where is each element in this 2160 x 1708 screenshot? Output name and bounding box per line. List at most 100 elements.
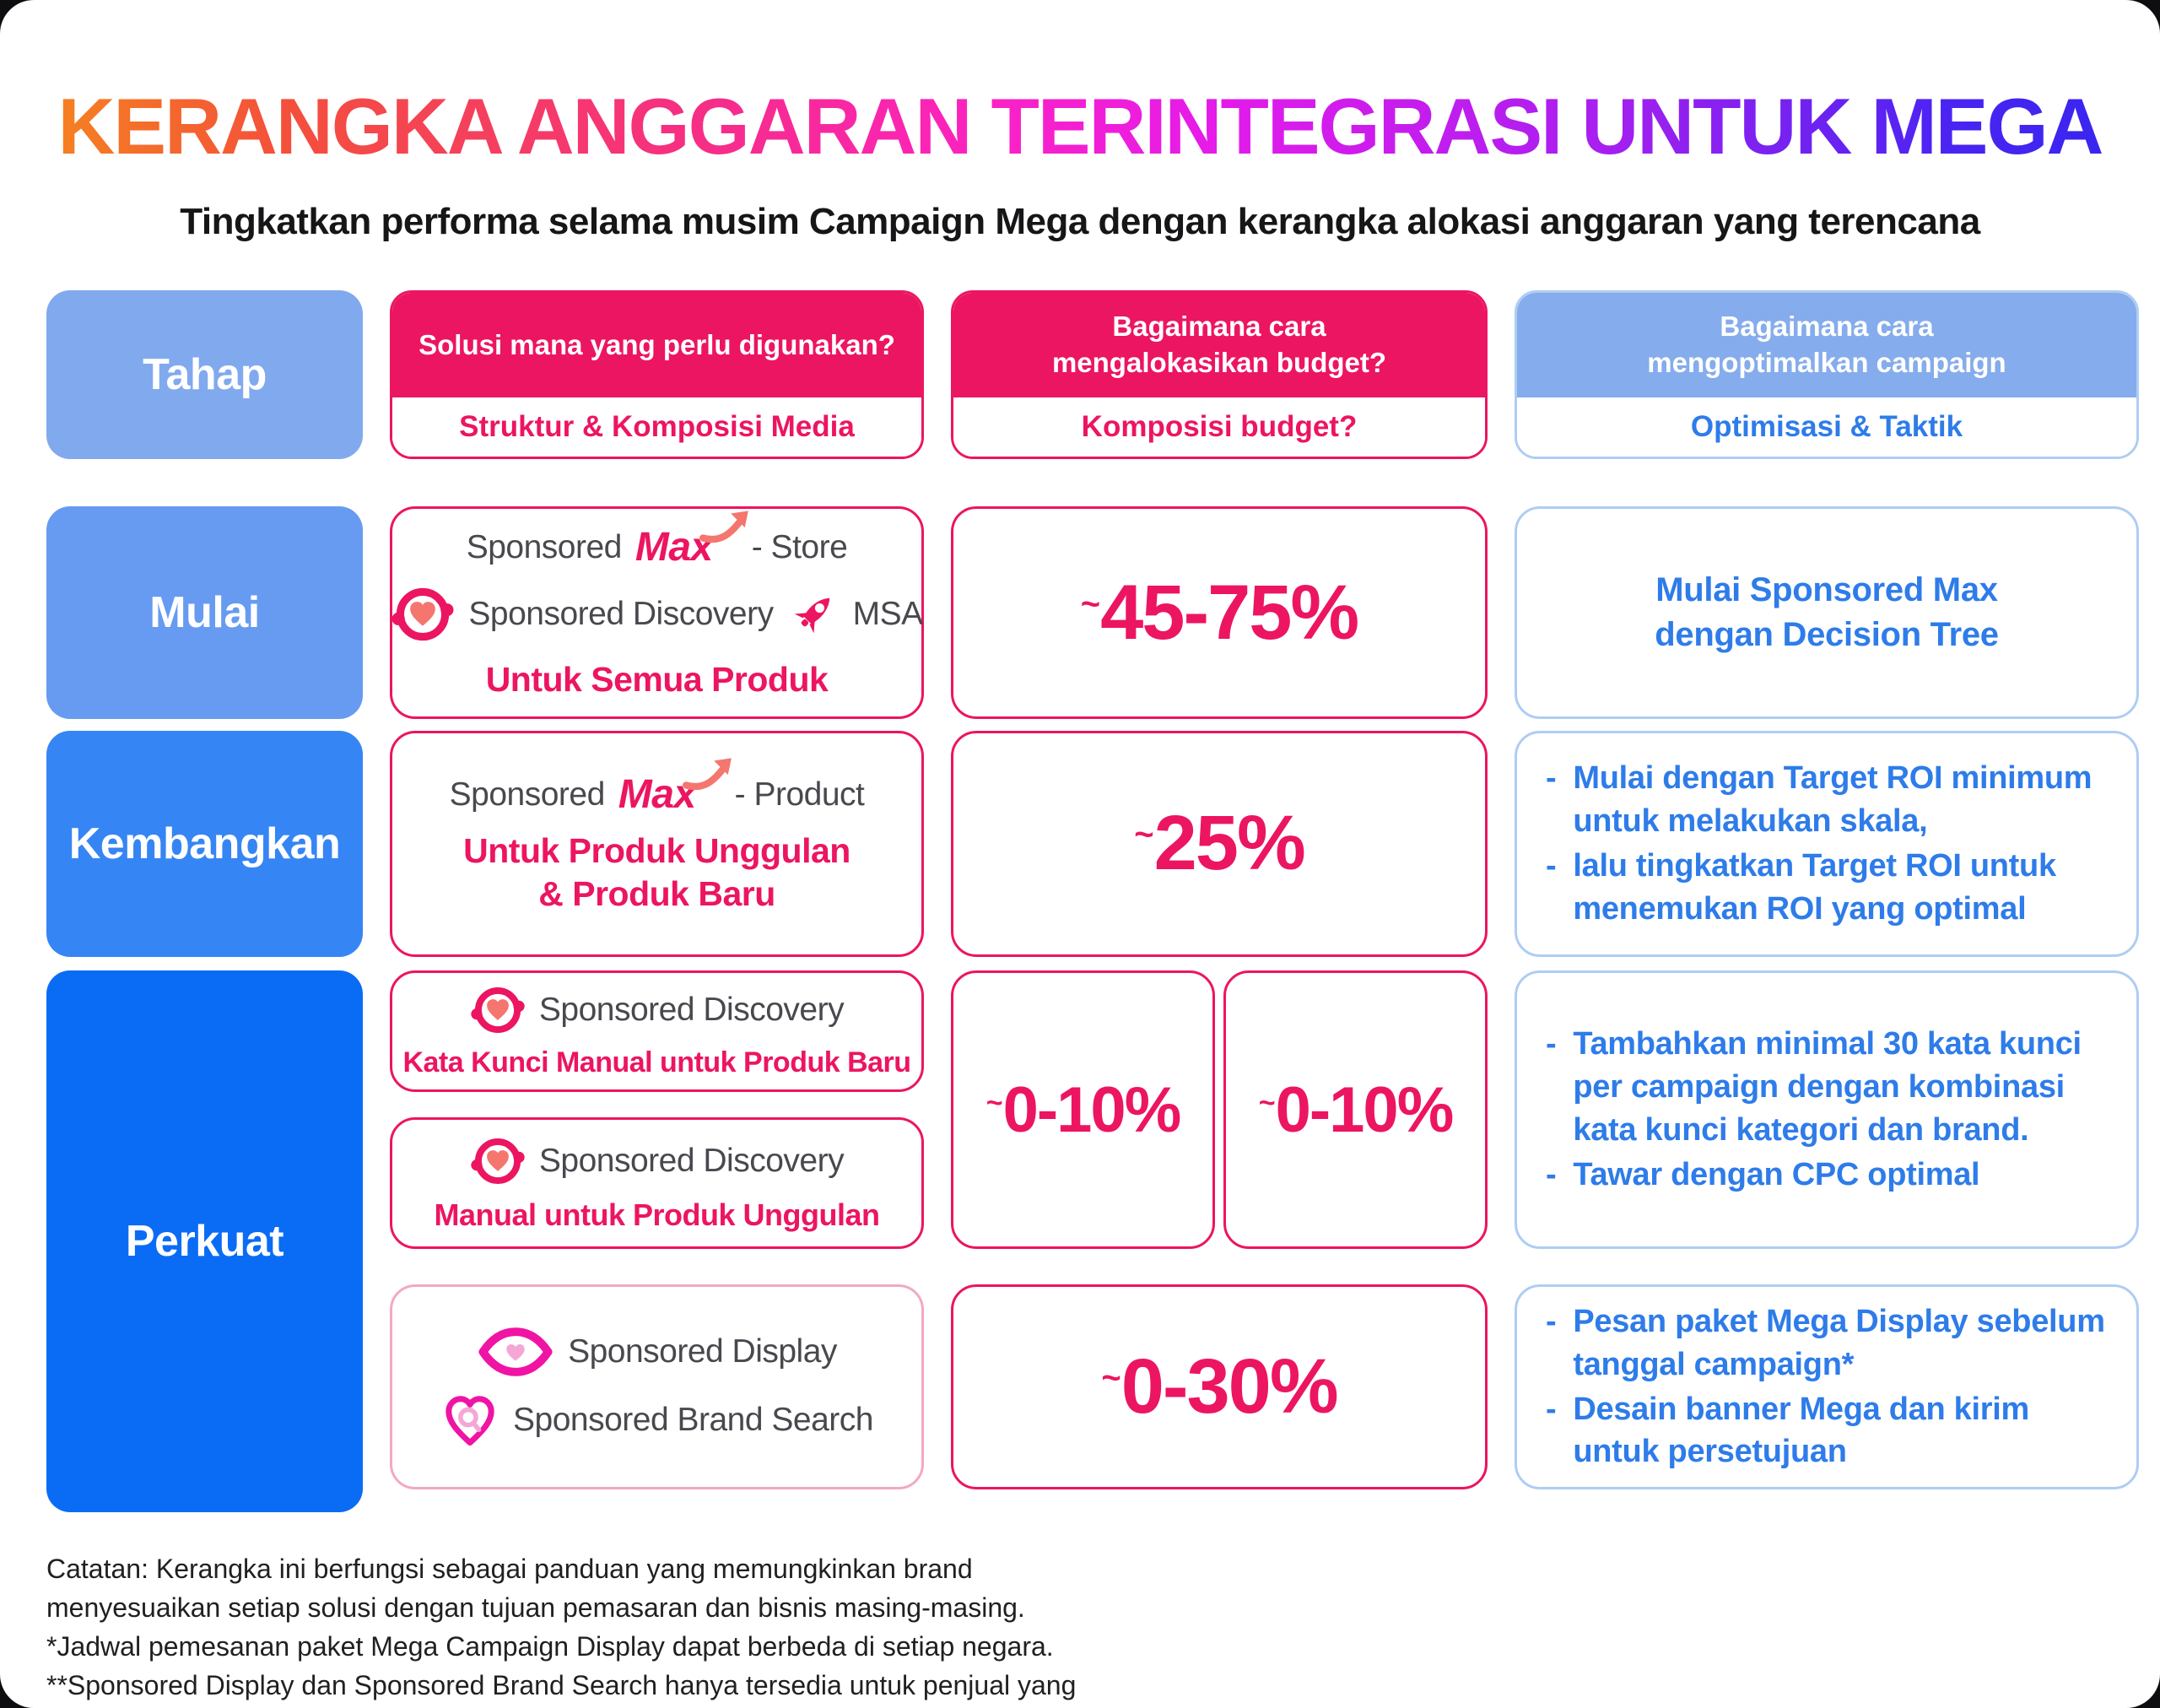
opt-mulai-line1: Mulai Sponsored Max <box>1655 570 1998 608</box>
sponsored-discovery-text: Sponsored Discovery <box>468 596 774 632</box>
opt-bullet: - Tawar dengan CPC optimal <box>1546 1154 2108 1197</box>
sponsored-discovery-icon <box>470 1133 526 1189</box>
solution-mulai-highlight: Untuk Semua Produk <box>485 660 829 699</box>
sponsored-display-line: Sponsored Display <box>477 1325 837 1379</box>
budget-value-display: ~ 0-30% <box>1101 1343 1339 1431</box>
sponsored-brand-search-text: Sponsored Brand Search <box>513 1401 873 1438</box>
budget-percent-text: 0-30% <box>1120 1343 1339 1430</box>
optimization-card-kembangkan: - Mulai dengan Target ROI minimum untuk … <box>1515 731 2139 957</box>
solution-card-kembangkan: Sponsored Max - Product Untuk Produk Ung… <box>390 731 924 957</box>
max-logo-text: Max <box>618 772 696 818</box>
budget-percent-text: 0-10% <box>1002 1073 1182 1146</box>
max-arrow-icon <box>699 507 752 544</box>
sponsored-max-logo: Max <box>618 771 721 818</box>
sponsored-discovery-text: Sponsored Discovery <box>538 1142 845 1179</box>
opt-bullet-text: Pesan paket Mega Display sebelum tanggal… <box>1573 1303 2105 1382</box>
bullet-dash: - <box>1546 1391 1557 1427</box>
discovery2-desc: Manual untuk Produk Unggulan <box>434 1197 881 1232</box>
opt-bullet-text: Mulai dengan Target ROI minimum untuk me… <box>1573 760 2092 839</box>
sponsored-discovery-text: Sponsored Discovery <box>538 991 845 1028</box>
header-question-solutions: Solusi mana yang perlu digunakan? <box>392 293 921 397</box>
sponsored-max-logo: Max <box>635 524 738 570</box>
msa-badge-text: MSA <box>852 596 924 632</box>
opt-bullet: - Pesan paket Mega Display sebelum tangg… <box>1546 1300 2108 1386</box>
opt-bullet: - Mulai dengan Target ROI minimum untuk … <box>1546 757 2108 843</box>
rocket-icon <box>792 588 840 635</box>
stage-perkuat-label: Perkuat <box>125 1217 284 1266</box>
optimization-card-display: - Pesan paket Mega Display sebelum tangg… <box>1515 1284 2139 1489</box>
opt-mulai-line2: dengan Decision Tree <box>1655 616 1999 654</box>
footer-note: Catatan: Kerangka ini berfungsi sebagai … <box>46 1554 1025 1624</box>
budget-value: ~ 0-10% <box>986 1073 1182 1147</box>
page-subtitle: Tingkatkan performa selama musim Campaig… <box>180 201 1980 242</box>
opt-bullet-text: Tawar dengan CPC optimal <box>1573 1156 1980 1192</box>
budget-value-mulai: ~ 45-75% <box>1080 569 1359 657</box>
stage-kembangkan-label: Kembangkan <box>68 819 341 868</box>
budget-card-mulai: ~ 45-75% <box>951 506 1488 720</box>
optimization-card-keywords: - Tambahkan minimal 30 kata kunci per ca… <box>1515 970 2139 1249</box>
solution-card-discovery-2: Sponsored Discovery Manual untuk Produk … <box>390 1117 924 1249</box>
discovery1-name-line: Sponsored Discovery <box>470 982 845 1038</box>
highlight-line2: & Produk Baru <box>538 874 775 914</box>
header-label-budget: Komposisi budget? <box>953 397 1485 457</box>
opt-bullet: - Desain banner Mega dan kirim untuk per… <box>1546 1388 2108 1474</box>
footer-asterisk2: **Sponsored Display dan Sponsored Brand … <box>46 1670 1077 1701</box>
bullet-dash: - <box>1546 760 1557 796</box>
sponsored-text: Sponsored <box>449 776 606 813</box>
approx-tilde: ~ <box>986 1086 1003 1119</box>
stage-kembangkan: Kembangkan <box>46 731 363 957</box>
bullet-dash: - <box>1546 1303 1557 1339</box>
approx-tilde: ~ <box>1101 1359 1120 1397</box>
budget-value-kembangkan: ~ 25% <box>1134 799 1306 888</box>
page-title: KERANGKA ANGGARAN TERINTEGRASI UNTUK MEG… <box>0 81 2160 172</box>
row-kembangkan: Kembangkan Sponsored Max - Product Untuk… <box>46 731 2139 957</box>
header-card-optimization: Bagaimana cara mengoptimalkan campaign O… <box>1515 290 2139 459</box>
solution-mulai-line2: Sponsored Discovery MSA <box>391 582 924 646</box>
highlight-line1: Untuk Produk Unggulan <box>463 831 850 871</box>
stage-header-label: Tahap <box>143 350 267 399</box>
perkuat-solutions-top: Sponsored Discovery Kata Kunci Manual un… <box>390 970 924 1249</box>
sponsored-brand-search-icon <box>440 1391 500 1450</box>
budget-percent-text: 45-75% <box>1100 569 1359 656</box>
header-row: Tahap Solusi mana yang perlu digunakan? … <box>46 290 2139 459</box>
header-question-optimization: Bagaimana cara mengoptimalkan campaign <box>1517 293 2136 397</box>
opt-bullet: - Tambahkan minimal 30 kata kunci per ca… <box>1546 1023 2108 1152</box>
discovery1-desc: Kata Kunci Manual untuk Produk Baru <box>402 1046 911 1078</box>
sponsored-display-icon <box>477 1325 554 1379</box>
budget-card-keyword-top: ~ 0-10% <box>1223 970 1488 1249</box>
sponsored-discovery-icon <box>391 582 455 646</box>
solution-mulai-line1: Sponsored Max - Store <box>467 524 848 570</box>
opt-bullet-text: Desain banner Mega dan kirim untuk perse… <box>1573 1391 2030 1470</box>
stage-mulai-label: Mulai <box>149 588 260 638</box>
footer-notes: Catatan: Kerangka ini berfungsi sebagai … <box>46 1549 1152 1708</box>
budget-percent-text: 0-10% <box>1275 1073 1455 1146</box>
budget-card-keyword-new: ~ 0-10% <box>951 970 1215 1249</box>
header-question-solutions-text: Solusi mana yang perlu digunakan? <box>418 328 895 360</box>
sponsored-discovery-icon <box>470 982 526 1038</box>
bullet-dash: - <box>1546 847 1557 884</box>
stage-perkuat: Perkuat <box>46 970 363 1512</box>
product-suffix-text: - Product <box>734 776 865 813</box>
approx-tilde: ~ <box>1080 585 1100 623</box>
solution-card-mulai: Sponsored Max - Store Sponsored Discover… <box>390 506 924 720</box>
solution-kembangkan-highlight: Untuk Produk Unggulan & Produk Baru <box>463 830 850 916</box>
row-perkuat: Perkuat Sponsored Discovery Kata Kunci M… <box>46 970 2139 1512</box>
solution-card-discovery-1: Sponsored Discovery Kata Kunci Manual un… <box>390 970 924 1092</box>
solution-kembangkan-line1: Sponsored Max - Product <box>450 771 865 818</box>
header-question-budget-text: Bagaimana cara mengalokasikan budget? <box>1051 311 1387 378</box>
discovery2-name-line: Sponsored Discovery <box>470 1133 845 1189</box>
perkuat-budget-top: ~ 0-10% ~ 0-10% <box>951 970 1488 1249</box>
budget-card-display: ~ 0-30% <box>951 1284 1488 1489</box>
header-question-optimization-text: Bagaimana cara mengoptimalkan campaign <box>1647 311 2006 378</box>
header-question-budget: Bagaimana cara mengalokasikan budget? <box>953 293 1485 397</box>
stage-mulai: Mulai <box>46 506 363 720</box>
approx-tilde: ~ <box>1134 816 1153 854</box>
footer-asterisk1: *Jadwal pemesanan paket Mega Campaign Di… <box>46 1631 1054 1662</box>
header-label-optimization: Optimisasi & Taktik <box>1517 397 2136 457</box>
header-label-solutions: Struktur & Komposisi Media <box>392 397 921 457</box>
store-suffix-text: - Store <box>751 528 848 565</box>
optimization-card-mulai: Mulai Sponsored Max dengan Decision Tree <box>1515 506 2139 720</box>
approx-tilde: ~ <box>1258 1086 1276 1119</box>
max-arrow-icon <box>683 754 735 792</box>
budget-value: ~ 0-10% <box>1258 1073 1455 1147</box>
